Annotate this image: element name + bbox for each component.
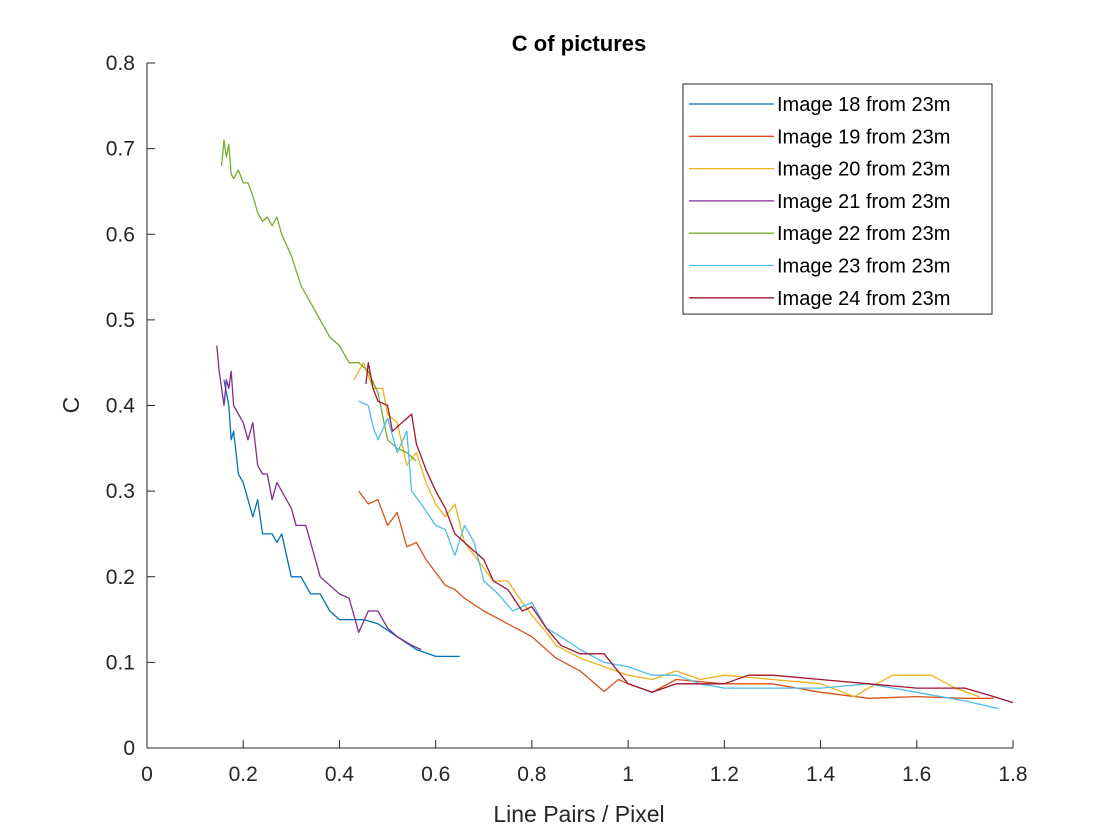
legend-label: Image 24 from 23m [777, 288, 950, 310]
series-line-7 [365, 362, 1014, 704]
y-tick-label: 0.2 [106, 566, 135, 589]
y-tick-label: 0.3 [106, 480, 135, 503]
x-tick-label: 1.2 [710, 763, 739, 786]
legend-box [682, 83, 993, 315]
x-tick-label: 0 [141, 763, 153, 786]
x-tick-label: 0.6 [421, 763, 450, 786]
legend-label: Image 22 from 23m [777, 223, 950, 245]
x-tick-label: 1.6 [902, 763, 931, 786]
y-tick-label: 0.8 [106, 52, 135, 75]
series-line-3 [353, 362, 980, 698]
y-tick-label: 0 [123, 737, 135, 760]
x-tick-label: 1.4 [806, 763, 836, 786]
legend-label: Image 21 from 23m [777, 191, 950, 213]
series-line-6 [358, 400, 999, 710]
legend-label: Image 23 from 23m [777, 256, 950, 278]
chart-title: C of pictures [512, 31, 646, 56]
y-tick-label: 0.1 [106, 651, 135, 674]
x-tick-label: 1 [622, 763, 634, 786]
legend-label: Image 18 from 23m [777, 94, 950, 116]
y-tick-label: 0.5 [106, 309, 135, 332]
x-tick-label: 0.8 [517, 763, 546, 786]
axes: 0 0.2 0.4 0.6 0.8 1 1.2 1.4 1.6 1.8 0 0.1 0.2 0.3 0.4 0… [106, 52, 1028, 786]
series-line-2 [358, 490, 994, 699]
x-tick-label: 1.8 [998, 763, 1027, 786]
y-tick-label: 0.4 [106, 395, 136, 418]
legend: Image 18 from 23m Image 19 from 23m Image … [682, 83, 993, 315]
x-axis-label: Line Pairs / Pixel [493, 801, 664, 827]
x-tick-label: 0.2 [229, 763, 258, 786]
x-tick-label: 0.4 [325, 763, 355, 786]
legend-label: Image 19 from 23m [777, 126, 950, 148]
legend-label: Image 20 from 23m [777, 159, 950, 181]
series-line-4 [216, 345, 422, 651]
series-line-1 [223, 379, 460, 658]
y-axis-label: C [58, 397, 84, 414]
y-tick-label: 0.6 [106, 223, 135, 246]
series-layer [216, 139, 1014, 710]
series-line-5 [220, 139, 417, 462]
y-tick-label: 0.7 [106, 138, 135, 161]
